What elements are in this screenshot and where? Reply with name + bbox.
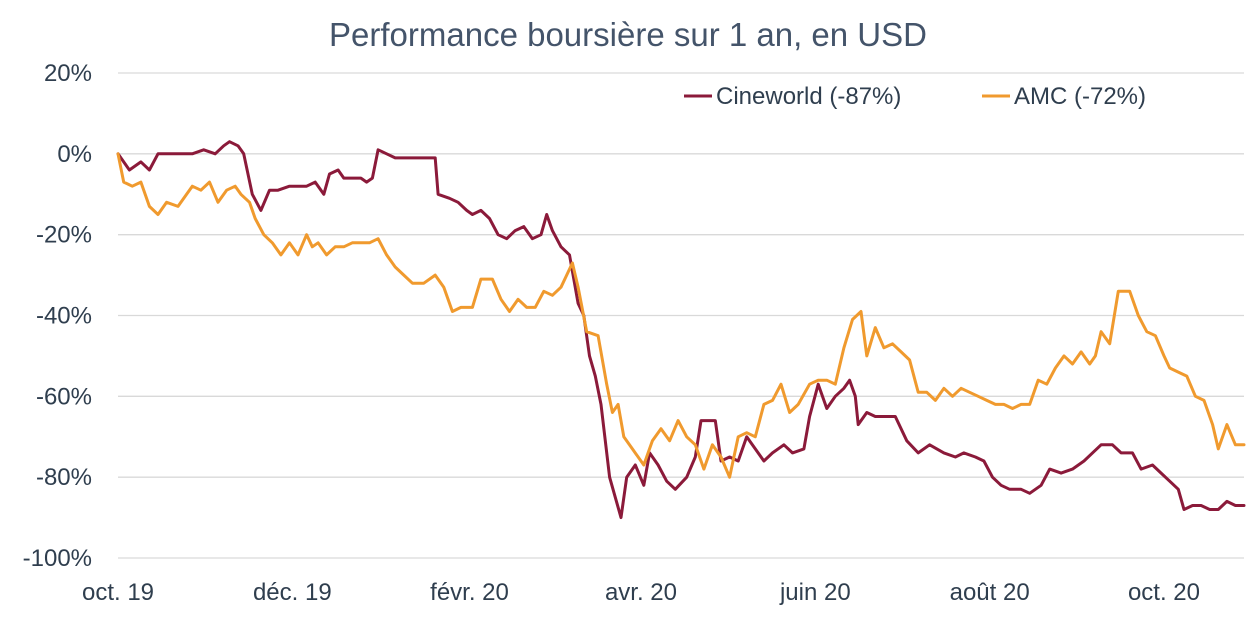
x-axis-ticks: oct. 19 déc. 19 févr. 20 avr. 20 juin 20 août… [82, 579, 1200, 606]
y-tick-label: -40% [36, 303, 92, 330]
x-tick-label: déc. 19 [253, 579, 332, 606]
x-tick-label: juin 20 [779, 579, 851, 606]
chart-title: Performance boursière sur 1 an, en USD [329, 16, 927, 53]
y-tick-label: -20% [36, 222, 92, 249]
legend-label-amc: AMC (-72%) [1014, 83, 1146, 110]
x-tick-label: oct. 20 [1128, 579, 1200, 606]
y-tick-label: -60% [36, 383, 92, 410]
x-tick-label: août 20 [950, 579, 1030, 606]
series-line-cineworld-87 [116, 140, 1246, 520]
y-tick-label: -80% [36, 464, 92, 491]
x-tick-label: avr. 20 [605, 579, 677, 606]
x-tick-label: oct. 19 [82, 579, 154, 606]
y-tick-label: -100% [23, 545, 92, 572]
series-line-amc-72 [116, 152, 1246, 479]
y-tick-label: 20% [44, 60, 92, 87]
x-tick-label: févr. 20 [430, 579, 509, 606]
y-tick-label: 0% [57, 141, 92, 168]
y-axis-ticks: 20% 0% -20% -40% -60% -80% -100% [23, 60, 92, 572]
series-lines [116, 140, 1246, 520]
legend-label-cineworld: Cineworld (-87%) [716, 83, 901, 110]
legend: Cineworld (-87%) AMC (-72%) [684, 83, 1146, 110]
